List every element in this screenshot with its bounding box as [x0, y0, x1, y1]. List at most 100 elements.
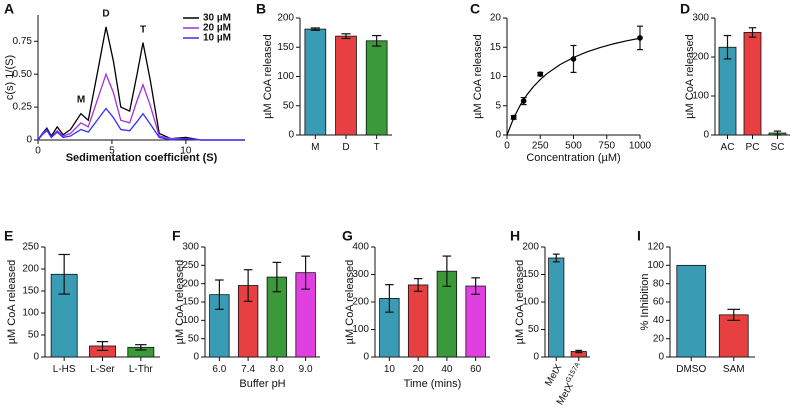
error-bar [372, 34, 382, 47]
x-tick-label: MetX [543, 362, 564, 388]
x-tick-label: L-Ser [90, 364, 115, 375]
error-bar [723, 34, 732, 60]
panel-letter: G [342, 228, 353, 244]
error-bar [58, 253, 70, 295]
x-tick-label: 0 [35, 146, 41, 157]
bar [676, 264, 707, 358]
y-tick-label: 200 [692, 52, 709, 63]
y-tick-label: 400 [352, 242, 369, 253]
point [510, 114, 517, 121]
x-tick-label: SAM [723, 364, 745, 375]
bar [335, 35, 357, 136]
y-tick-label: 50 [28, 330, 40, 341]
y-tick-label: 200 [277, 13, 294, 24]
x-tick-label: T [374, 142, 380, 153]
y-tick-label: 250 [22, 242, 39, 253]
y-tick-label: 60 [653, 297, 665, 308]
y-tick-label: 200 [352, 297, 369, 308]
y-tick-label: 200 [182, 278, 199, 289]
annotation: T [140, 25, 146, 36]
category-name: L-Ser [90, 364, 115, 375]
y-tick-label: 0 [495, 130, 501, 141]
y-tick-label: 0 [193, 352, 199, 363]
point [637, 35, 643, 41]
error-bar [301, 255, 310, 290]
y-tick-label: 0 [26, 135, 32, 146]
y-tick-label: 100 [692, 91, 709, 102]
category-name: 8.0 [270, 364, 284, 375]
y-tick-label: 250 [182, 260, 199, 271]
error-bar [135, 344, 147, 351]
y-tick-label: 300 [182, 242, 199, 253]
error-bar [310, 27, 320, 31]
x-tick-label: 7.4 [241, 364, 255, 375]
x-tick-label: L-Thr [129, 364, 154, 375]
x-tick-label: 0 [504, 141, 510, 152]
y-tick-label: 100 [182, 315, 199, 326]
y-tick-label: 80 [653, 278, 665, 289]
error-bar [413, 278, 423, 292]
y-tick-label: 300 [692, 13, 709, 24]
category-name: 7.4 [241, 364, 255, 375]
panel-letter: D [680, 1, 690, 17]
y-tick-label: 120 [647, 242, 664, 253]
x-tick-label: SC [771, 142, 785, 153]
y-tick-label: 40 [653, 315, 665, 326]
error-bar [272, 261, 282, 293]
y-axis-label: µM CoA released [262, 34, 274, 119]
point [520, 98, 527, 104]
category-superscript: G157A [565, 361, 582, 384]
y-tick-label: 20 [653, 333, 665, 344]
bar [718, 46, 737, 136]
y-tick-label: 15 [490, 42, 502, 53]
category-name: T [374, 142, 380, 153]
error-bar [341, 33, 351, 40]
fit-curve [506, 37, 641, 136]
bar [407, 284, 429, 358]
category-name: 6.0 [212, 364, 226, 375]
legend-label: 10 µM [203, 33, 231, 44]
y-tick-label: 200 [522, 242, 539, 253]
category-name: SAM [723, 364, 745, 375]
error-bar [727, 308, 741, 321]
panel-letter: C [470, 1, 480, 17]
y-tick-label: 0 [533, 352, 539, 363]
y-axis-label: µM CoA released [174, 260, 186, 345]
y-tick-label: 0 [703, 130, 709, 141]
panel-letter: B [256, 1, 266, 17]
bar [743, 32, 762, 136]
category-name: 10 [384, 364, 396, 375]
annotation: M [77, 95, 85, 106]
y-tick-label: 100 [647, 260, 664, 271]
y-tick-label: 150 [522, 269, 539, 280]
y-tick-label: 300 [352, 269, 369, 280]
category-name: 20 [413, 364, 425, 375]
bar [548, 257, 565, 358]
x-axis-label: Buffer pH [239, 378, 285, 390]
y-axis-label: µM CoA released [514, 260, 526, 345]
category-name: 40 [441, 364, 453, 375]
y-tick-label: 50 [528, 324, 540, 335]
y-tick-label: 0.50 [13, 69, 33, 80]
x-tick-label: M [311, 142, 319, 153]
category-name: 9.0 [299, 364, 313, 375]
x-axis-label: Sedimentation coefficient (S) [66, 152, 218, 164]
y-tick-label: 100 [22, 308, 39, 319]
line-series [37, 26, 245, 141]
x-tick-label: 20 [413, 364, 425, 375]
x-tick-label: 5 [109, 146, 115, 157]
x-tick-label: L-HS [53, 364, 76, 375]
y-axis-label: µM CoA released [6, 260, 18, 345]
y-tick-label: 50 [283, 100, 295, 111]
legend-label: 30 µM [203, 13, 231, 24]
error-bar [96, 341, 109, 351]
y-tick-label: 5 [495, 100, 501, 111]
y-axis-label: µM CoA released [684, 34, 696, 119]
bar [304, 28, 327, 136]
bar [718, 314, 749, 358]
x-tick-label: 750 [598, 141, 615, 152]
line-series [37, 107, 245, 141]
y-tick-label: 0 [658, 352, 664, 363]
y-tick-label: 50 [188, 333, 200, 344]
